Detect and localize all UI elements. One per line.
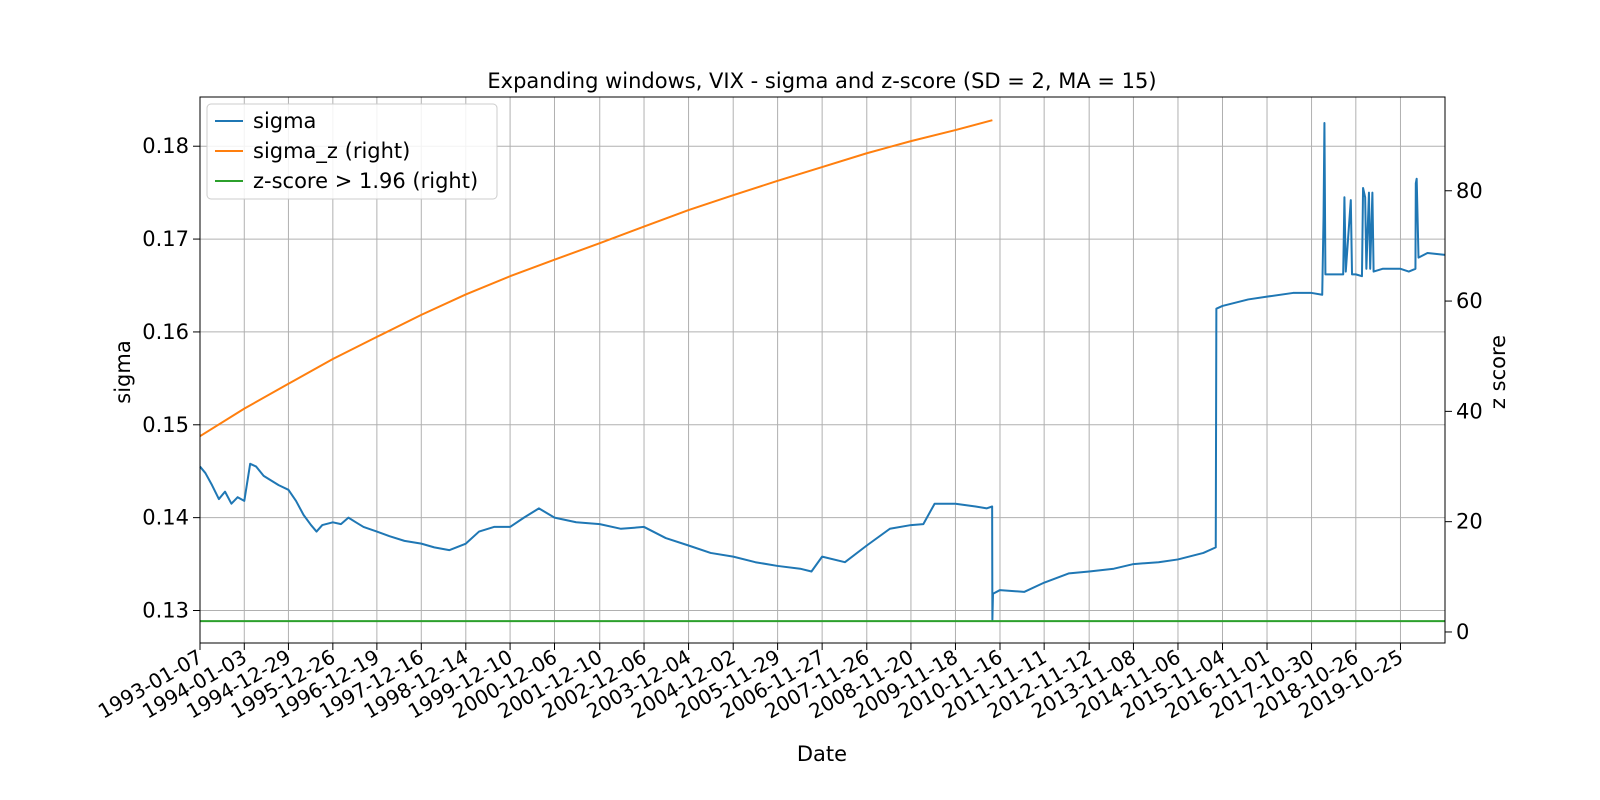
legend-label-z-threshold: z-score > 1.96 (right) [253, 169, 478, 193]
y-tick-label-right: 80 [1456, 179, 1483, 203]
legend-label-sigma-z: sigma_z (right) [253, 139, 410, 164]
series-line-sigma-z-right [199, 119, 993, 438]
y-tick-label-left: 0.15 [142, 413, 189, 437]
x-axis-label: Date [797, 742, 847, 766]
y-tick-label-left: 0.18 [142, 134, 189, 158]
y-axis-label-left: sigma [111, 340, 135, 403]
legend: sigma sigma_z (right) z-score > 1.96 (ri… [206, 103, 498, 200]
y-tick-label-left: 0.13 [142, 599, 189, 623]
legend-label-sigma: sigma [253, 109, 316, 133]
y-tick-label-left: 0.17 [142, 227, 189, 251]
series-layer [199, 119, 1446, 623]
y-axis-label-right: z score [1486, 335, 1510, 409]
y-tick-label-left: 0.14 [142, 506, 189, 530]
y-tick-label-right: 60 [1456, 289, 1483, 313]
axis-layer: 1993-01-071994-01-031994-12-291995-12-26… [94, 134, 1483, 723]
chart-title: Expanding windows, VIX - sigma and z-sco… [487, 69, 1156, 93]
y-tick-label-right: 0 [1456, 620, 1469, 644]
y-tick-label-left: 0.16 [142, 320, 189, 344]
series-line-sigma [199, 122, 1446, 621]
y-tick-label-right: 40 [1456, 399, 1483, 423]
legend-box [206, 103, 498, 200]
y-tick-label-right: 20 [1456, 510, 1483, 534]
